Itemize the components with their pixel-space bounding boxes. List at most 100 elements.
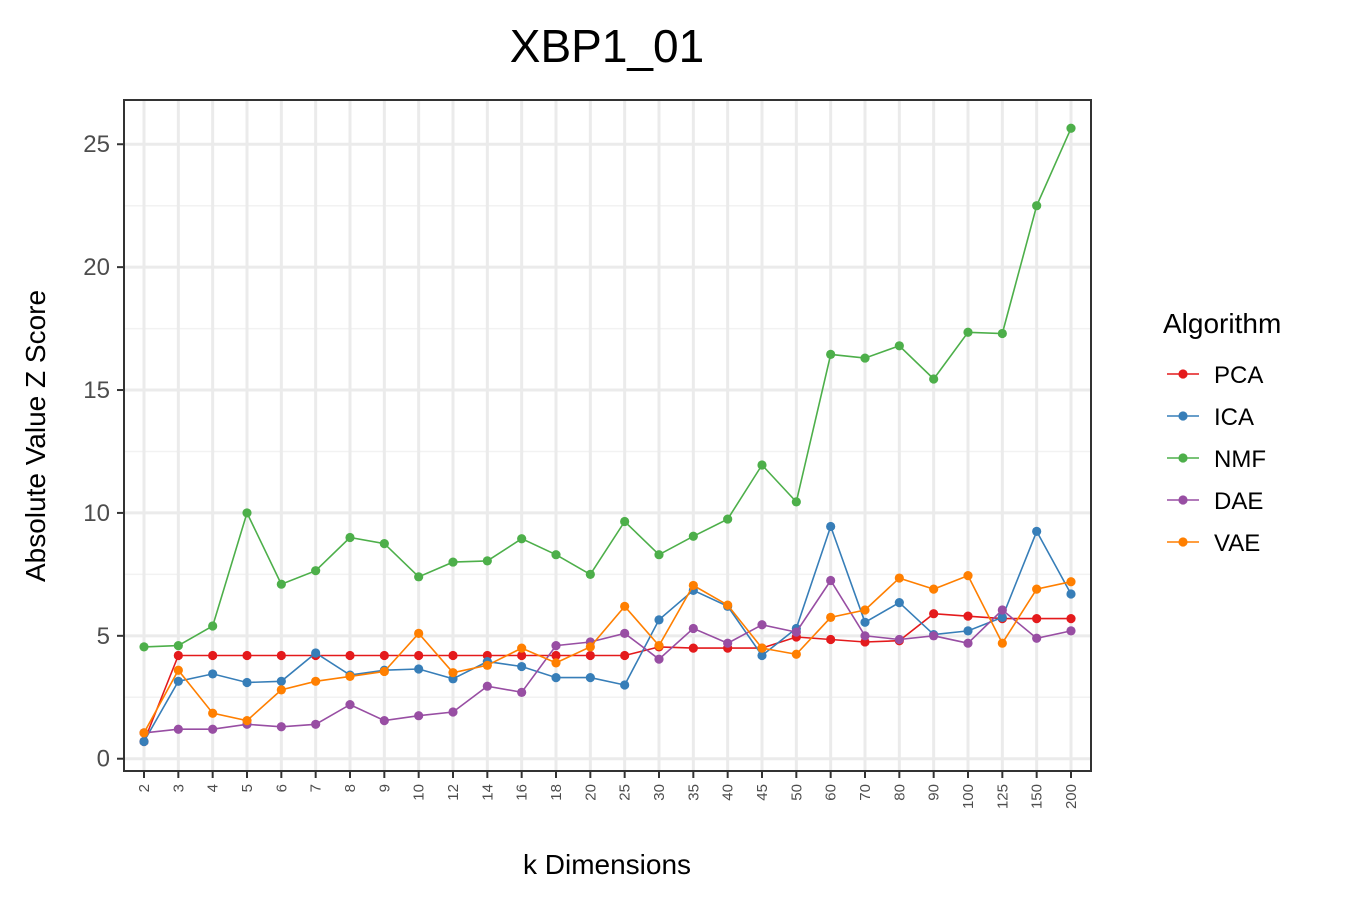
data-point-pca xyxy=(826,634,836,645)
data-point-dae xyxy=(894,634,904,645)
data-point-pca xyxy=(276,650,286,661)
x-tick-label: 50 xyxy=(788,784,805,801)
data-point-pca xyxy=(379,650,389,661)
legend-item-vae: VAE xyxy=(1167,530,1260,557)
data-point-pca xyxy=(1066,614,1076,624)
x-tick-label: 7 xyxy=(308,784,325,792)
series-line-vae xyxy=(143,574,1072,734)
data-point-dae xyxy=(311,719,321,729)
data-point-dae xyxy=(1032,633,1042,643)
data-point-dae xyxy=(448,707,458,717)
data-point-vae xyxy=(414,628,424,638)
data-point-vae xyxy=(379,666,389,677)
data-point-vae xyxy=(929,584,939,594)
data-point-vae xyxy=(448,668,458,678)
x-tick-label: 18 xyxy=(548,784,565,801)
data-point-pca xyxy=(517,650,527,661)
data-point-dae xyxy=(929,631,939,641)
data-point-nmf xyxy=(517,534,527,544)
data-point-nmf xyxy=(1066,123,1076,133)
x-tick-label: 16 xyxy=(514,784,531,801)
data-point-vae xyxy=(551,658,561,668)
data-point-ica xyxy=(276,676,286,686)
y-tick-label: 10 xyxy=(83,500,110,527)
series-line-dae xyxy=(143,579,1072,734)
data-point-nmf xyxy=(723,514,733,524)
data-point-vae xyxy=(1066,577,1076,587)
data-point-dae xyxy=(620,628,630,638)
data-point-nmf xyxy=(379,539,389,549)
x-tick-label: 35 xyxy=(685,784,702,801)
data-point-vae xyxy=(1032,584,1042,594)
grid-lines xyxy=(124,100,1091,771)
x-tick-label: 70 xyxy=(857,784,874,801)
plot-panel-border xyxy=(123,99,1092,772)
x-tick-label: 30 xyxy=(651,784,668,801)
data-point-ica xyxy=(620,680,630,690)
x-tick-label: 45 xyxy=(754,784,771,801)
data-point-dae xyxy=(997,605,1007,615)
data-point-nmf xyxy=(654,550,664,560)
data-point-dae xyxy=(208,724,218,734)
data-point-ica xyxy=(860,617,870,627)
x-tick-label: 9 xyxy=(376,784,393,792)
data-point-pca xyxy=(585,650,595,661)
x-tick-label: 80 xyxy=(891,784,908,801)
x-tick-label: 90 xyxy=(926,784,943,801)
data-point-nmf xyxy=(997,328,1007,339)
x-tick-label: 125 xyxy=(994,784,1011,809)
data-point-nmf xyxy=(620,516,630,527)
x-tick-label: 200 xyxy=(1063,784,1080,809)
series-pca xyxy=(139,609,1076,747)
data-point-nmf xyxy=(791,497,801,507)
data-point-vae xyxy=(963,570,973,581)
data-point-nmf xyxy=(757,460,767,470)
x-tick-label: 5 xyxy=(239,784,256,792)
legend-item-dae: DAE xyxy=(1167,488,1263,515)
data-point-ica xyxy=(963,626,973,636)
series-line-pca xyxy=(143,612,1071,742)
data-point-ica xyxy=(1066,589,1076,599)
data-point-ica xyxy=(1032,526,1042,536)
x-tick-label: 2 xyxy=(136,784,153,792)
data-point-vae xyxy=(654,641,664,651)
data-point-nmf xyxy=(963,327,973,337)
legend-item-ica: ICA xyxy=(1167,404,1254,431)
data-point-ica xyxy=(585,673,595,683)
legend-key-point xyxy=(1178,411,1188,421)
data-point-vae xyxy=(894,573,904,583)
data-point-dae xyxy=(860,631,870,641)
x-tick-label: 6 xyxy=(273,784,290,792)
data-point-vae xyxy=(208,708,218,718)
data-point-dae xyxy=(1066,626,1076,636)
y-tick-label: 25 xyxy=(83,131,110,158)
data-point-ica xyxy=(826,521,836,532)
data-point-nmf xyxy=(585,569,595,579)
legend-item-nmf: NMF xyxy=(1167,446,1266,473)
data-point-pca xyxy=(448,650,458,661)
data-point-nmf xyxy=(929,374,939,384)
legend: Algorithm PCA ICA NMF DAE VAE xyxy=(1163,308,1281,557)
x-tick-label: 100 xyxy=(960,784,977,809)
series-line-ica xyxy=(143,523,1072,742)
x-tick-label: 8 xyxy=(342,784,359,792)
data-point-nmf xyxy=(826,349,836,359)
data-point-nmf xyxy=(860,353,870,363)
data-point-pca xyxy=(551,650,561,661)
data-point-nmf xyxy=(173,641,183,651)
data-point-pca xyxy=(963,611,973,621)
data-point-vae xyxy=(173,665,183,675)
data-point-dae xyxy=(757,620,767,630)
x-tick-label: 60 xyxy=(823,784,840,801)
data-point-pca xyxy=(688,643,698,653)
data-point-pca xyxy=(345,650,355,661)
data-point-pca xyxy=(929,609,939,619)
y-axis-title: Absolute Value Z Score xyxy=(20,290,51,582)
series-lines xyxy=(139,123,1076,747)
x-tick-label: 10 xyxy=(411,784,428,801)
data-point-nmf xyxy=(551,550,561,560)
legend-label: DAE xyxy=(1214,488,1263,515)
data-point-dae xyxy=(963,638,973,648)
data-point-pca xyxy=(173,650,183,661)
